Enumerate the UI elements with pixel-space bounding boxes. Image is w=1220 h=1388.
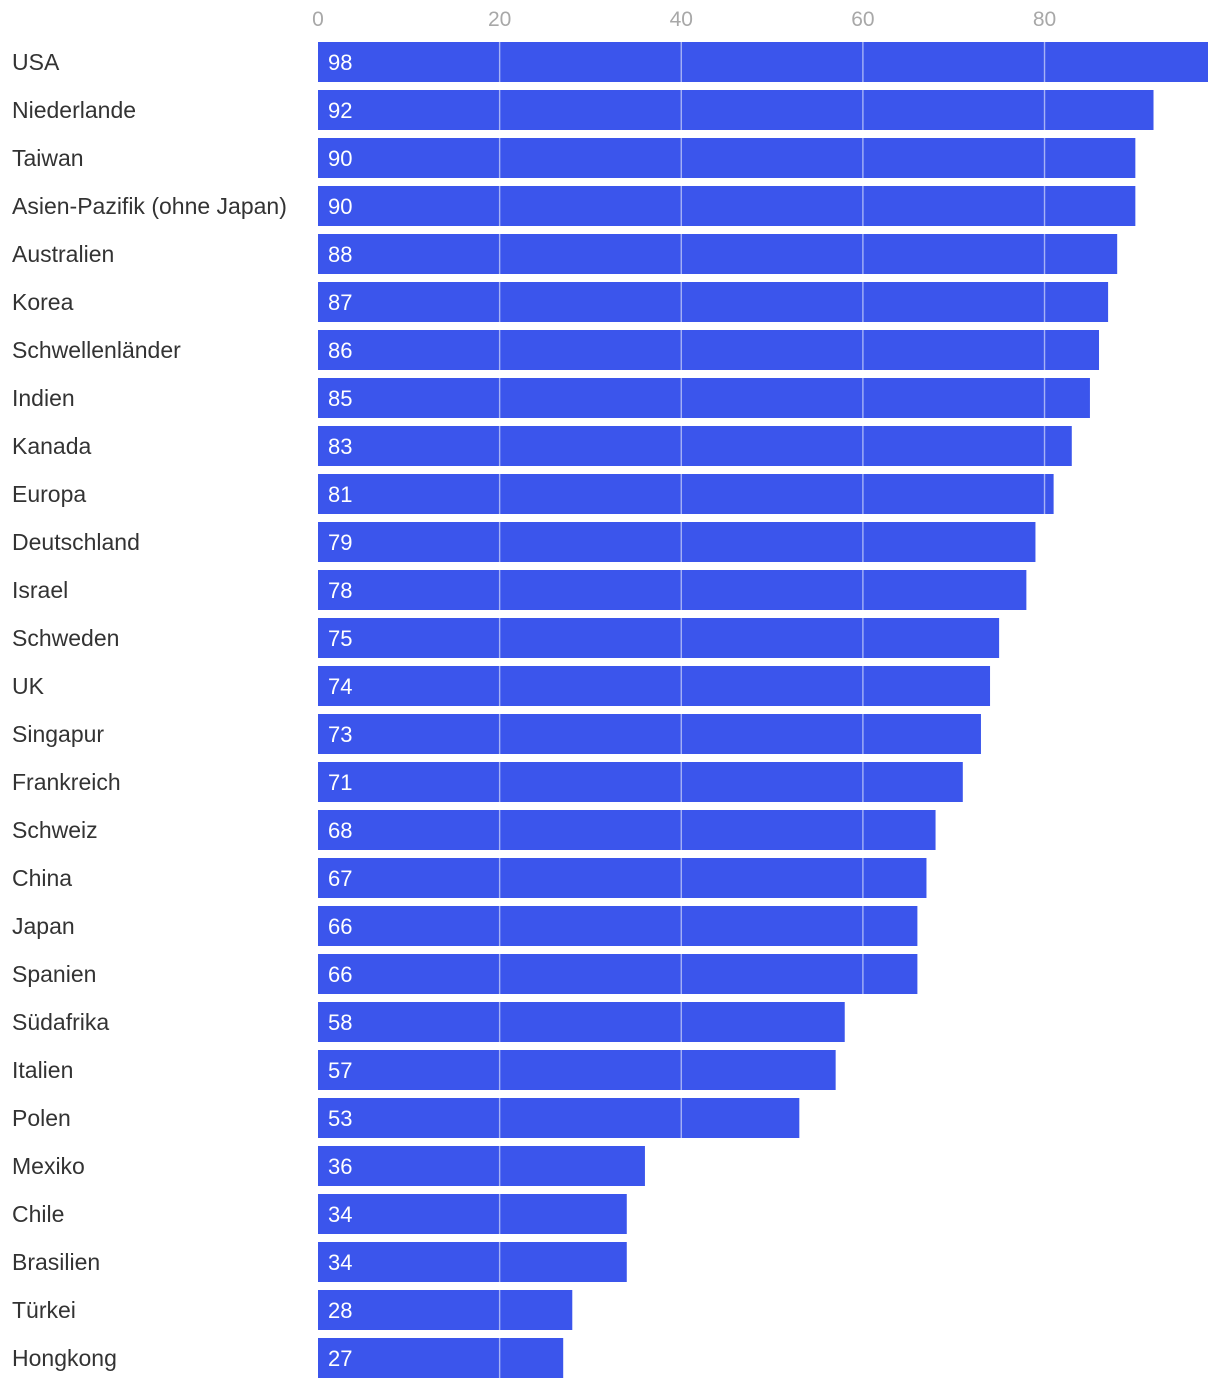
bar — [318, 810, 936, 850]
category-label: Chile — [12, 1201, 64, 1227]
value-label: 34 — [328, 1202, 352, 1227]
category-label: China — [12, 865, 72, 891]
x-tick-label: 80 — [1033, 8, 1056, 31]
value-label: 28 — [328, 1298, 352, 1323]
bar — [318, 1002, 845, 1042]
value-label: 88 — [328, 242, 352, 267]
bar — [318, 666, 991, 706]
value-label: 36 — [328, 1154, 352, 1179]
value-label: 86 — [328, 338, 352, 363]
value-label: 98 — [328, 50, 352, 75]
category-label: USA — [12, 49, 60, 75]
category-label: Deutschland — [12, 529, 140, 555]
x-tick-label: 20 — [488, 8, 511, 31]
bar — [318, 570, 1027, 610]
gridlines — [498, 42, 1046, 1378]
bar — [318, 378, 1090, 418]
bar — [318, 1050, 836, 1090]
bar — [318, 714, 981, 754]
category-label: Schweden — [12, 625, 119, 651]
value-labels: 98 92 90 90 88 87 86 85 83 81 79 78 75 74 73 71 68 67 66 66… — [328, 50, 352, 1371]
bar — [318, 138, 1136, 178]
category-label: Schwellenländer — [12, 337, 181, 363]
bar — [318, 762, 963, 802]
x-tick-label: 60 — [851, 8, 874, 31]
value-label: 66 — [328, 962, 352, 987]
value-label: 74 — [328, 674, 352, 699]
value-label: 85 — [328, 386, 352, 411]
bar — [318, 522, 1036, 562]
x-tick-label: 40 — [670, 8, 693, 31]
category-label: Indien — [12, 385, 75, 411]
category-label: Südafrika — [12, 1009, 109, 1035]
category-label: Singapur — [12, 721, 104, 747]
value-label: 53 — [328, 1106, 352, 1131]
category-label: Europa — [12, 481, 86, 507]
value-label: 81 — [328, 482, 352, 507]
value-label: 87 — [328, 290, 352, 315]
category-label: Niederlande — [12, 97, 136, 123]
bar — [318, 186, 1136, 226]
value-label: 78 — [328, 578, 352, 603]
value-label: 75 — [328, 626, 352, 651]
value-label: 79 — [328, 530, 352, 555]
category-label: Taiwan — [12, 145, 84, 171]
category-label: Italien — [12, 1057, 73, 1083]
x-tick-label: 0 — [312, 8, 324, 31]
bar — [318, 1194, 627, 1234]
category-label: Türkei — [12, 1297, 76, 1323]
bar — [318, 1098, 800, 1138]
value-label: 57 — [328, 1058, 352, 1083]
bar — [318, 330, 1100, 370]
value-label: 71 — [328, 770, 352, 795]
value-label: 67 — [328, 866, 352, 891]
category-label: Asien-Pazifik (ohne Japan) — [12, 193, 287, 219]
category-label: Australien — [12, 241, 114, 267]
bar — [318, 906, 918, 946]
value-label: 66 — [328, 914, 352, 939]
value-label: 34 — [328, 1250, 352, 1275]
category-label: UK — [12, 673, 45, 699]
bar — [318, 234, 1118, 274]
category-label: Brasilien — [12, 1249, 100, 1275]
value-label: 68 — [328, 818, 352, 843]
bars — [318, 42, 1208, 1378]
category-labels: USA Niederlande Taiwan Asien-Pazifik (ohne … — [12, 49, 287, 1371]
value-label: 73 — [328, 722, 352, 747]
value-label: 92 — [328, 98, 352, 123]
value-label: 27 — [328, 1346, 352, 1371]
bar — [318, 954, 918, 994]
category-label: Korea — [12, 289, 74, 315]
category-label: Schweiz — [12, 817, 98, 843]
bar — [318, 42, 1208, 82]
category-label: Frankreich — [12, 769, 121, 795]
x-axis-ticks: 0 20 40 60 80 — [312, 8, 1056, 31]
bar — [318, 282, 1109, 322]
value-label: 58 — [328, 1010, 352, 1035]
bar — [318, 1338, 564, 1378]
category-label: Mexiko — [12, 1153, 85, 1179]
bar — [318, 1242, 627, 1282]
category-label: Kanada — [12, 433, 92, 459]
bar — [318, 1290, 573, 1330]
category-label: Spanien — [12, 961, 96, 987]
bar — [318, 474, 1054, 514]
category-label: Hongkong — [12, 1345, 117, 1371]
bar — [318, 90, 1154, 130]
category-label: Polen — [12, 1105, 71, 1131]
value-label: 90 — [328, 194, 352, 219]
bar — [318, 1146, 645, 1186]
category-label: Israel — [12, 577, 68, 603]
value-label: 83 — [328, 434, 352, 459]
bar — [318, 858, 927, 898]
value-label: 90 — [328, 146, 352, 171]
category-label: Japan — [12, 913, 75, 939]
bar — [318, 618, 1000, 658]
bar — [318, 426, 1072, 466]
